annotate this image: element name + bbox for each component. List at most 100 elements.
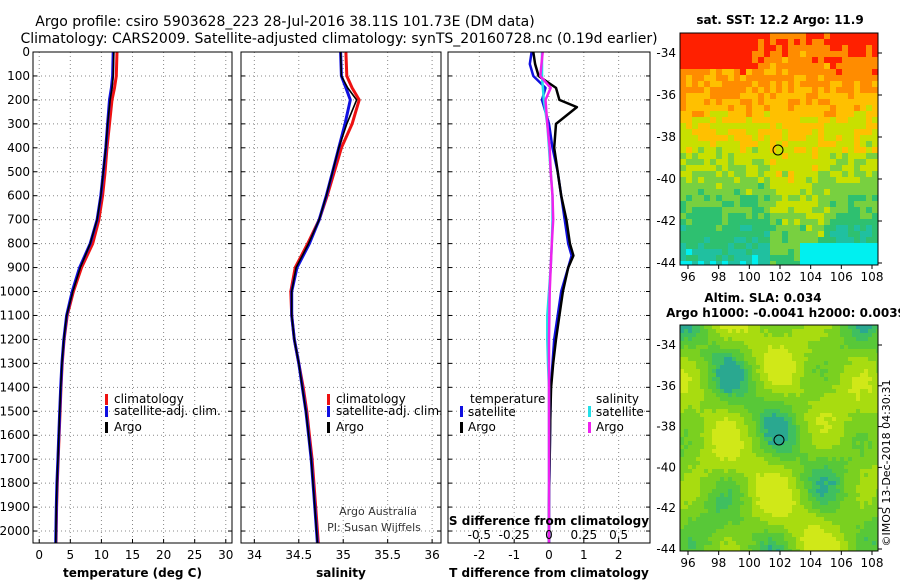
temperature-legend: climatology satellite-adj. clim. Argo (105, 392, 221, 434)
lon-tick-label: 102 (769, 556, 792, 570)
legend-swatch-argo (105, 422, 108, 433)
lat-tick-label: -44 (656, 256, 676, 270)
x-tick-label: 0 (545, 548, 553, 562)
legend-temp-argo: Argo (468, 420, 496, 434)
top-tick-label: -0.25 (499, 528, 530, 542)
depth-tick-label: 700 (7, 213, 30, 227)
lat-tick-label: -34 (656, 46, 676, 60)
legend-swatch-climatology (105, 394, 108, 405)
series-line-climatology (289, 51, 361, 544)
temperature-panel: 0100200300400500600700800900100011001200… (0, 45, 233, 580)
inner-title: S difference from climatology (449, 514, 649, 528)
lon-tick-label: 100 (738, 556, 761, 570)
depth-tick-label: 600 (7, 189, 30, 203)
legend-climatology: climatology (114, 392, 184, 406)
depth-tick-label: 400 (7, 141, 30, 155)
sst-map-title: sat. SST: 12.2 Argo: 11.9 (696, 13, 863, 27)
depth-tick-label: 0 (22, 45, 30, 59)
legend-satellite-adj: satellite-adj. clim. (114, 404, 221, 418)
depth-tick-label: 1400 (0, 380, 30, 394)
lon-tick-label: 96 (680, 556, 695, 570)
title-line-2: Climatology: CARS2009. Satellite-adjuste… (20, 31, 657, 47)
series-line-satellite-adj-clim- (290, 51, 352, 544)
difference-panel: -2 -1 0 1 2 T difference from climatology S di… (447, 51, 651, 580)
legend-swatch-climatology (327, 394, 330, 405)
lat-tick-label: -42 (656, 214, 676, 228)
top-tick-label: -0.5 (468, 528, 491, 542)
top-tick-label: 0.25 (570, 528, 597, 542)
lat-tick-label: -42 (656, 501, 676, 515)
series-line-argo (290, 51, 358, 544)
sla-map-title-1: Altim. SLA: 0.034 (704, 291, 821, 305)
x-tick-label: 20 (156, 548, 171, 562)
series-line-salinity-argo (539, 51, 555, 543)
title-line-1: Argo profile: csiro 5903628_223 28-Jul-2… (35, 14, 534, 30)
depth-tick-label: 1000 (0, 285, 30, 299)
legend-climatology: climatology (336, 392, 406, 406)
salinity-legend: climatology satellite-adj. clim. Argo (327, 392, 443, 434)
map-frame (679, 324, 879, 552)
depth-tick-label: 1300 (0, 356, 30, 370)
x-tick-label: 25 (187, 548, 202, 562)
lat-tick-label: -36 (656, 379, 676, 393)
lon-tick-label: 104 (799, 556, 822, 570)
depth-tick-label: 1800 (0, 476, 30, 490)
x-tick-label: 36 (424, 548, 439, 562)
x-tick-label: 30 (218, 548, 233, 562)
top-tick-label: 0 (545, 528, 553, 542)
difference-legend: temperature satellite Argo salinity sate… (460, 392, 644, 434)
lon-tick-label: 98 (711, 556, 726, 570)
x-tick-label: 5 (66, 548, 74, 562)
depth-tick-label: 900 (7, 261, 30, 275)
lat-tick-label: -44 (656, 542, 676, 556)
legend-argo: Argo (336, 420, 364, 434)
lat-tick-label: -40 (656, 460, 676, 474)
x-axis-label: temperature (deg C) (63, 566, 202, 580)
x-tick-label: 34 (247, 548, 262, 562)
plot-frame (447, 51, 651, 544)
legend-swatch-temp-argo (460, 422, 463, 433)
lon-tick-label: 106 (830, 556, 853, 570)
depth-tick-label: 2000 (0, 524, 30, 538)
credit-line-2: PI: Susan Wijffels (327, 521, 421, 534)
credit-line-1: Argo Australia (339, 505, 417, 518)
x-tick-label: 15 (125, 548, 140, 562)
x-tick-label: 0 (35, 548, 43, 562)
x-tick-label: 34.5 (285, 548, 312, 562)
legend-swatch-sal-satellite (588, 406, 591, 417)
legend-satellite-adj: satellite-adj. clim. (336, 404, 443, 418)
salinity-panel: 34 34.5 35 35.5 36 salinity (240, 51, 442, 580)
lon-tick-label: 108 (861, 556, 884, 570)
legend-swatch-satellite (327, 406, 330, 417)
plot-frame (240, 51, 442, 544)
lat-tick-label: -38 (656, 130, 676, 144)
depth-tick-label: 500 (7, 165, 30, 179)
legend-temp-satellite: satellite (468, 405, 516, 419)
lon-tick-label: 106 (830, 270, 853, 284)
depth-tick-label: 300 (7, 117, 30, 131)
lon-tick-label: 96 (680, 270, 695, 284)
series-line-satellite-adj-clim- (54, 51, 115, 544)
x-tick-label: 2 (615, 548, 623, 562)
legend-temperature-heading: temperature (470, 392, 545, 406)
legend-salinity-heading: salinity (596, 392, 639, 406)
legend-sal-satellite: satellite (596, 405, 644, 419)
imos-watermark: ©IMOS 13-Dec-2018 04:30:31 (880, 380, 893, 547)
sst-map: -34 -36 -38 -40 -42 -44 96 98 100 102 104 106 108 (656, 32, 884, 284)
lon-tick-label: 98 (711, 270, 726, 284)
series-line-argo (54, 51, 115, 544)
depth-tick-label: 200 (7, 93, 30, 107)
lon-tick-label: 102 (769, 270, 792, 284)
x-axis-label: salinity (316, 566, 366, 580)
legend-swatch-satellite (105, 406, 108, 417)
lon-tick-label: 108 (861, 270, 884, 284)
legend-sal-argo: Argo (596, 420, 624, 434)
x-tick-label: -1 (508, 548, 520, 562)
lat-tick-label: -36 (656, 88, 676, 102)
plot-frame (32, 51, 233, 544)
lon-tick-label: 104 (799, 270, 822, 284)
legend-swatch-sal-argo (588, 422, 591, 433)
sla-map-title-2: Argo h1000: -0.0041 h2000: 0.0039 (666, 306, 900, 320)
map-frame (679, 32, 879, 266)
